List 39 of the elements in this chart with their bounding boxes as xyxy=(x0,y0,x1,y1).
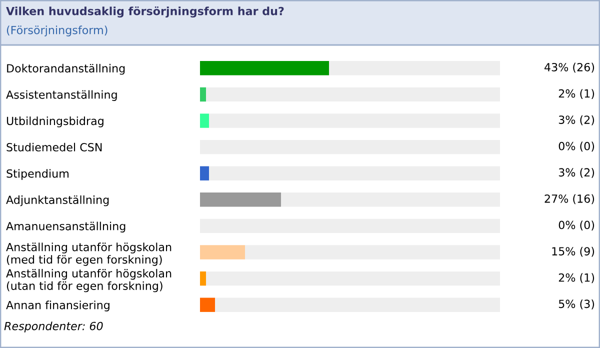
y-tick-label: Assistentanställning xyxy=(6,90,117,101)
y-tick-label: Adjunktanställning xyxy=(6,195,109,206)
bar xyxy=(200,87,206,102)
y-tick-label: Utbildningsbidrag xyxy=(6,116,104,128)
data-label: 0% (0) xyxy=(558,220,594,230)
y-tick-label: Anställning utanför högskolan (med tid för egen forskning) xyxy=(6,242,172,266)
bar xyxy=(281,192,500,207)
data-label: 3% (2) xyxy=(558,168,594,178)
y-tick-label: Doktorandanställning xyxy=(7,64,125,75)
text: Respondenter: 60 xyxy=(4,322,103,332)
bar xyxy=(206,271,500,286)
data-label: 3% (2) xyxy=(558,115,594,126)
data-label: 15% (9) xyxy=(552,246,594,257)
bar xyxy=(200,271,206,286)
bar xyxy=(209,166,500,180)
y-tick-label: Anställning utanför högskolan (utan tid för egen forskning) xyxy=(6,268,172,292)
bar xyxy=(200,166,209,180)
data-label: 0% (0) xyxy=(558,142,594,152)
y-tick-label: Studiemedel CSN xyxy=(6,142,102,152)
bar xyxy=(200,192,281,207)
data-label: 27% (16) xyxy=(544,194,594,204)
data-label: 2% (1) xyxy=(558,273,594,284)
data-label: 2% (1) xyxy=(558,89,594,99)
bar xyxy=(245,245,500,260)
chart-title: Vilken huvudsaklig försörjningsform har du? xyxy=(6,6,284,18)
bar xyxy=(200,61,329,76)
y-tick-label: Amanuensanställning xyxy=(6,222,126,232)
data-label: 43% (26) xyxy=(544,62,594,73)
bar xyxy=(206,87,500,102)
bar xyxy=(200,245,245,260)
text: (Försörjningsform) xyxy=(6,26,108,36)
y-tick-label: Annan finansiering xyxy=(6,300,110,312)
bar xyxy=(215,298,500,312)
bar xyxy=(200,114,209,128)
data-label: 5% (3) xyxy=(558,299,594,310)
bar xyxy=(329,61,500,76)
bar xyxy=(209,114,500,128)
bar xyxy=(200,298,215,312)
y-tick-label: Stipendium xyxy=(6,169,68,180)
